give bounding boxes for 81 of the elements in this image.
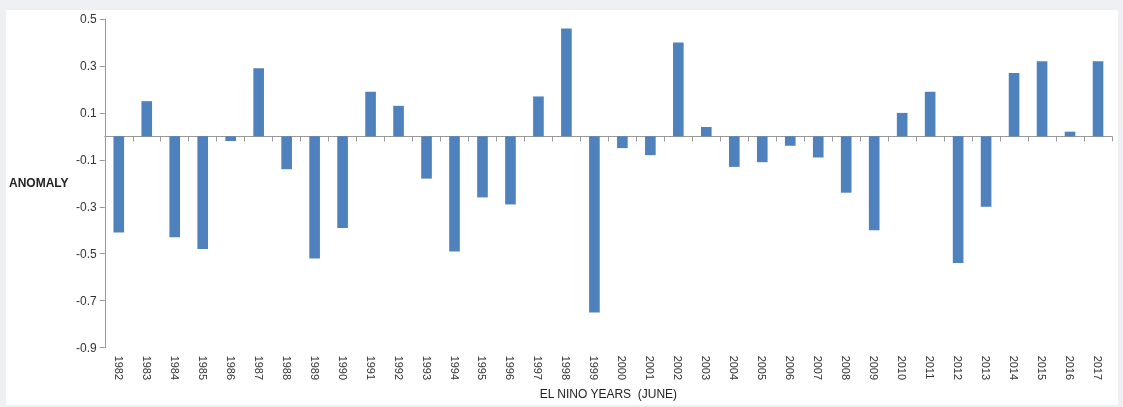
x-tick-label: 1989 [308,355,321,381]
x-tick-label: 1984 [168,355,181,381]
bar [533,96,544,137]
x-tick-label: 2007 [812,355,825,381]
x-tick-label: 1992 [392,355,405,381]
bar [728,136,740,167]
x-tick-label: 1982 [112,355,125,381]
bar [421,136,432,179]
x-axis-title: EL NINO YEARS (JUNE) [539,387,678,401]
bar [113,136,125,233]
bar [980,136,992,207]
bar [645,136,656,156]
bar [281,136,292,170]
x-tick-label: 2001 [644,355,657,381]
y-tick-label: 0.3 [80,58,98,73]
bar [868,136,880,231]
x-tick-label: 1993 [420,355,433,381]
x-tick-label: 1997 [532,355,545,381]
bar [169,136,181,238]
y-tick-label: 0.1 [80,105,98,120]
bar [449,136,460,252]
bar [505,136,516,205]
x-tick-label: 1986 [224,355,237,381]
x-tick-label: 1996 [504,355,517,381]
x-tick-label: 1999 [588,355,601,381]
bar [393,105,404,137]
bar [784,136,796,146]
x-tick-label: 2004 [728,355,741,381]
x-tick-label: 1994 [448,355,461,381]
bar [952,136,964,264]
x-tick-label: 2003 [700,355,713,381]
bar [365,91,376,137]
y-tick-label: -0.7 [76,293,98,308]
x-tick-label: 2016 [1064,355,1077,381]
y-tick-label: 0.5 [80,12,98,26]
x-tick-label: 1985 [196,355,209,381]
bar [812,136,824,158]
bar [756,136,768,163]
y-tick-label: -0.5 [76,246,98,261]
x-tick-label: 1995 [476,355,489,381]
x-tick-label: 2015 [1036,355,1049,381]
x-tick-label: 2000 [616,355,629,381]
bar [561,28,572,137]
bar [337,136,348,228]
x-tick-label: 2005 [756,355,769,381]
x-tick-label: 2011 [924,355,937,380]
x-tick-label: 2006 [784,355,797,381]
x-tick-label: 2014 [1008,355,1021,381]
x-tick-label: 2008 [840,355,853,381]
x-tick-label: 1987 [252,355,265,381]
bar [1092,61,1104,137]
bar [253,68,264,137]
bar [924,91,936,137]
bar [840,136,852,193]
bar [589,136,600,313]
y-tick-label: -0.1 [76,152,98,167]
x-tick-label: 1990 [336,355,349,381]
x-tick-label: 2002 [672,355,685,381]
x-tick-label: 1988 [280,355,293,381]
bar [617,136,628,149]
x-tick-label: 1983 [140,355,153,381]
x-tick-label: 2017 [1092,355,1105,381]
bar [197,136,209,250]
bar [225,136,236,142]
x-tick-label: 2010 [896,355,909,381]
bar [309,136,320,259]
y-axis-title: ANOMALY [9,176,69,191]
bar [1036,61,1048,137]
bar [141,101,153,137]
x-tick-label: 2013 [980,355,993,381]
bar [673,42,684,137]
bar [1008,72,1020,137]
bar [896,112,908,137]
bar [477,136,488,198]
x-tick-label: 2009 [868,355,881,381]
bar [701,126,712,137]
y-tick-label: -0.9 [76,340,98,355]
x-tick-label: 1998 [560,355,573,381]
x-tick-label: 2012 [952,355,965,381]
x-tick-label: 1991 [364,355,377,381]
y-tick-label: -0.3 [76,199,98,214]
